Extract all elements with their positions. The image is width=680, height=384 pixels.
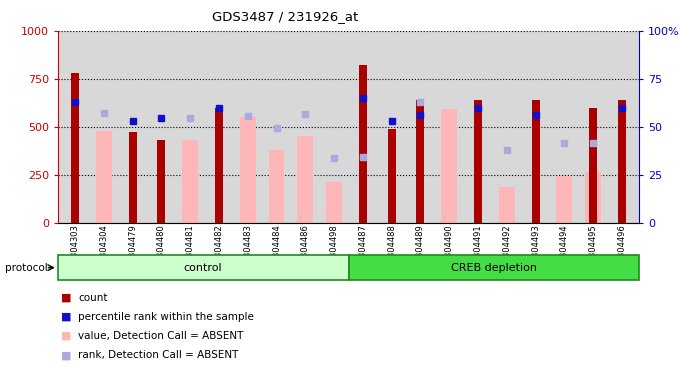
Text: rank, Detection Call = ABSENT: rank, Detection Call = ABSENT (78, 350, 239, 360)
Bar (269, 150, 284, 223)
Bar (474, 100, 482, 223)
Bar (499, 187, 515, 223)
Text: control: control (184, 263, 222, 273)
Bar (58, 255, 348, 280)
Bar (71, 73, 79, 223)
Bar (556, 176, 573, 223)
Text: GDS3487 / 231926_at: GDS3487 / 231926_at (212, 10, 359, 23)
Bar (215, 108, 223, 223)
Text: ■: ■ (61, 312, 71, 322)
Text: CREB depletion: CREB depletion (451, 263, 537, 273)
Bar (589, 108, 597, 223)
Bar (416, 100, 424, 223)
Text: percentile rank within the sample: percentile rank within the sample (78, 312, 254, 322)
Bar (129, 132, 137, 223)
Bar (618, 100, 626, 223)
Text: value, Detection Call = ABSENT: value, Detection Call = ABSENT (78, 331, 243, 341)
Text: protocol: protocol (5, 263, 48, 273)
Text: ■: ■ (61, 331, 71, 341)
Bar (441, 109, 457, 223)
Bar (326, 182, 342, 223)
Bar (240, 117, 256, 223)
Text: count: count (78, 293, 107, 303)
Bar (157, 140, 165, 223)
Bar (297, 136, 313, 223)
Text: ■: ■ (61, 350, 71, 360)
Bar (532, 100, 540, 223)
Bar (388, 129, 396, 223)
Bar (585, 172, 601, 223)
Text: ■: ■ (61, 293, 71, 303)
Bar (348, 255, 639, 280)
Bar (359, 65, 367, 223)
Bar (182, 140, 198, 223)
Bar (96, 131, 112, 223)
